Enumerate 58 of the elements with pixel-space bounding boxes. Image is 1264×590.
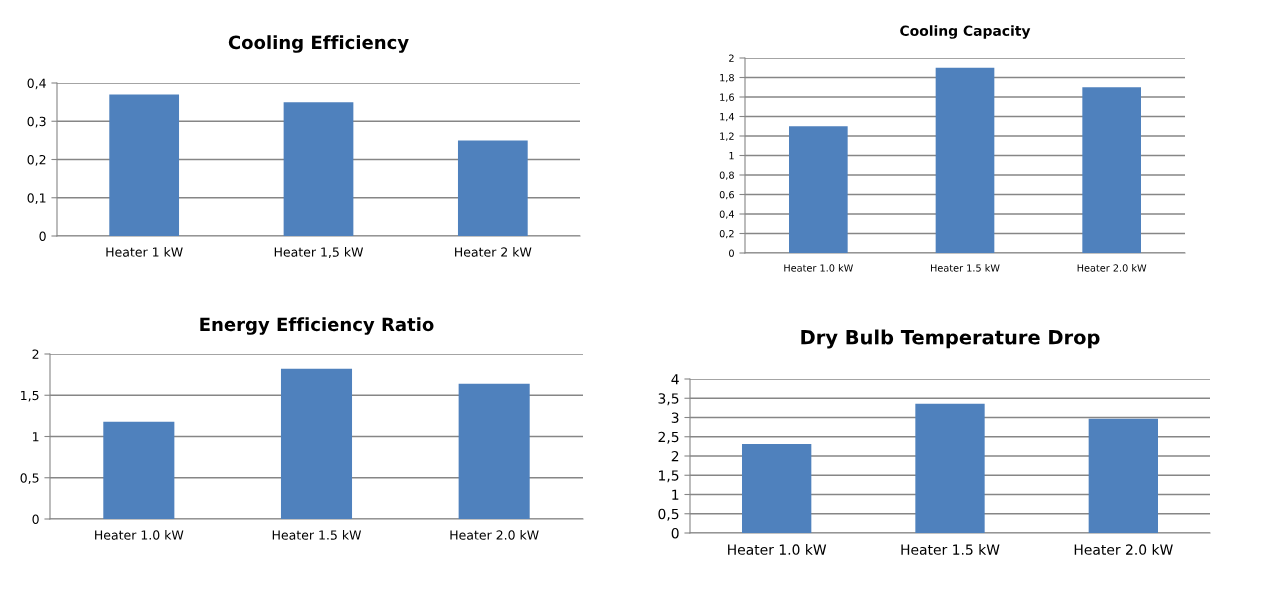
y-tick-label: 2,5 [658, 431, 679, 444]
y-tick-label: 3 [671, 412, 679, 423]
y-tick-label: 0,2 [719, 229, 734, 239]
bar [103, 421, 175, 519]
y-tick-label: 1,2 [720, 132, 734, 141]
x-tick-label: Heater 1,5 kW [274, 247, 364, 259]
y-tick-label: 0,4 [719, 210, 735, 219]
y-tick-label: 1 [33, 432, 39, 442]
bar [915, 403, 985, 533]
bar [935, 67, 995, 253]
y-tick-label: 2 [32, 349, 39, 359]
x-tick-label: Heater 1.0 kW [95, 530, 184, 540]
x-tick-label: Heater 2.0 kW [450, 530, 539, 540]
bar [280, 368, 353, 519]
x-tick-label: Heater 1.5 kW [930, 264, 1000, 272]
bar [742, 444, 812, 533]
chart-title: Dry Bulb Temperature Drop [801, 329, 1100, 349]
x-tick-label: Heater 1.0 kW [728, 544, 827, 555]
y-tick-label: 1 [672, 489, 679, 500]
y-tick-label: 0,8 [719, 171, 734, 180]
x-tick-label: Heater 2 kW [455, 247, 532, 257]
y-tick-label: 0,4 [27, 78, 46, 90]
chart-title: Energy Efficiency Ratio [200, 317, 434, 335]
bar [789, 126, 848, 253]
x-tick-label: Heater 2.0 kW [1074, 544, 1173, 555]
y-tick-label: 0 [32, 514, 39, 524]
y-tick-label: 0,3 [27, 116, 46, 128]
y-tick-label: 0,6 [719, 190, 734, 200]
x-tick-label: Heater 1 kW [106, 247, 183, 257]
y-tick-label: 0,1 [27, 193, 46, 204]
y-tick-label: 0 [671, 527, 679, 539]
y-tick-label: 2 [671, 450, 679, 462]
y-tick-label: 2 [729, 54, 734, 62]
x-tick-label: Heater 1.5 kW [272, 530, 362, 540]
y-tick-label: 3,5 [658, 393, 679, 406]
y-tick-label: 0,5 [20, 473, 39, 484]
y-tick-label: 0 [39, 231, 46, 241]
x-tick-label: Heater 2.0 kW [1077, 264, 1147, 272]
x-tick-label: Heater 1.5 kW [901, 544, 1000, 555]
y-tick-label: 1,8 [720, 73, 734, 83]
y-tick-label: 4 [671, 374, 679, 385]
y-tick-label: 1 [729, 152, 734, 160]
chart-title: Cooling Efficiency [228, 35, 409, 53]
bar [1088, 418, 1158, 533]
y-tick-label: 1,4 [720, 113, 735, 122]
bar [109, 94, 180, 236]
y-tick-label: 1,6 [720, 93, 734, 102]
bar [283, 102, 354, 236]
y-tick-label: 0,5 [658, 508, 679, 521]
y-tick-label: 1,5 [21, 390, 39, 402]
y-tick-label: 0 [729, 249, 734, 257]
bar [1082, 87, 1141, 253]
bar [457, 140, 528, 236]
bar [458, 383, 530, 519]
chart-title: Cooling Capacity [900, 25, 1031, 39]
y-tick-label: 0,2 [27, 154, 46, 166]
x-tick-label: Heater 1.0 kW [784, 264, 853, 272]
y-tick-label: 1,5 [659, 470, 679, 483]
